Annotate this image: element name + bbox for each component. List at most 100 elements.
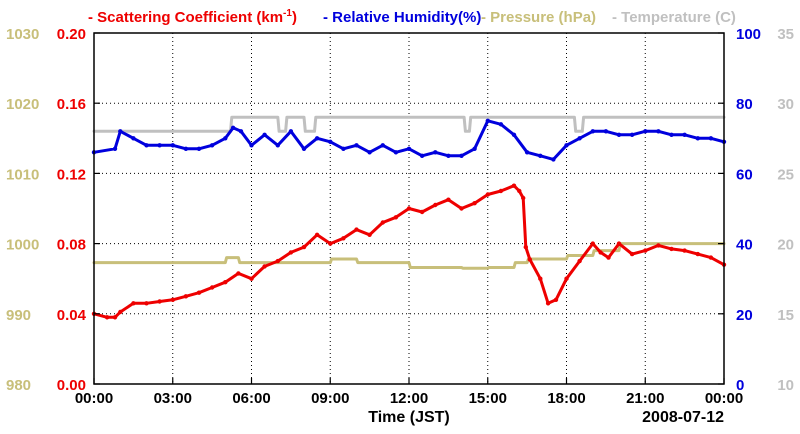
series-point-scattering [157, 299, 162, 304]
series-point-humidity [446, 153, 451, 158]
series-point-humidity [419, 153, 425, 158]
series-point-scattering [301, 244, 307, 250]
series-layer [91, 115, 727, 320]
series-point-humidity [354, 143, 359, 148]
pressure-axis-tick-label: 990 [6, 307, 31, 324]
series-point-humidity [196, 146, 202, 151]
scattering-axis-tick-label: 0.00 [57, 377, 86, 394]
series-point-humidity [590, 129, 595, 134]
temperature-axis-tick-label: 15 [777, 307, 794, 324]
series-point-humidity [230, 125, 236, 130]
series-line-temperature [92, 115, 726, 133]
series-point-scattering [419, 209, 425, 215]
x-axis-label: Time (JST) [368, 409, 450, 426]
series-point-humidity [131, 136, 136, 141]
series-point-scattering [616, 241, 622, 246]
humidity-axis-tick-label: 80 [736, 96, 753, 113]
series-point-scattering [459, 206, 464, 211]
x-tick-label: 00:00 [705, 390, 743, 407]
series-point-humidity [238, 129, 244, 134]
series-point-humidity [603, 129, 609, 134]
series-line-pressure [92, 242, 726, 270]
series-point-scattering [545, 301, 551, 306]
series-point-scattering [249, 276, 254, 281]
series-point-scattering [367, 232, 372, 237]
series-point-scattering [521, 195, 526, 201]
series-point-scattering [170, 297, 175, 302]
series-point-humidity [616, 132, 622, 137]
series-point-scattering [511, 183, 517, 188]
legend-humidity: - Relative Humidity(%) [323, 9, 481, 26]
temperature-axis-tick-label: 35 [777, 26, 794, 43]
series-point-scattering [708, 255, 714, 260]
series-point-humidity [380, 143, 385, 148]
series-point-scattering [118, 309, 123, 315]
series-point-scattering [104, 315, 110, 320]
series-point-scattering [523, 244, 528, 250]
temperature-axis-tick-label: 30 [777, 96, 794, 113]
legend: - Scattering Coefficient (km-1) - Relati… [88, 8, 736, 26]
series-point-scattering [643, 248, 648, 253]
series-point-scattering [485, 192, 490, 197]
x-tick-label: 18:00 [547, 390, 585, 407]
series-point-scattering [341, 236, 346, 241]
series-point-humidity [314, 136, 320, 141]
series-point-humidity [367, 150, 372, 155]
series-point-scattering [553, 297, 559, 302]
series-point-scattering [564, 276, 569, 281]
pressure-axis-tick-label: 1020 [6, 96, 39, 113]
series-point-humidity [629, 132, 635, 137]
pressure-axis-tick-label: 1010 [6, 166, 39, 183]
series-point-scattering [598, 250, 603, 255]
series-point-scattering [517, 188, 522, 194]
legend-temperature: - Temperature (C) [612, 9, 736, 26]
series-point-scattering [209, 285, 215, 290]
series-point-scattering [695, 251, 700, 257]
series-point-humidity [708, 136, 714, 141]
series-point-humidity [459, 153, 464, 158]
date-label: 2008-07-12 [642, 409, 724, 426]
series-point-humidity [564, 143, 569, 148]
series-point-scattering [629, 251, 635, 257]
pressure-axis-tick-label: 1030 [6, 26, 39, 43]
series-point-humidity [118, 129, 123, 134]
series-point-scattering [682, 248, 687, 253]
series-point-scattering [262, 264, 267, 269]
humidity-axis-tick-label: 100 [736, 26, 761, 43]
series-point-scattering [196, 290, 202, 295]
grid-lines [94, 33, 724, 384]
series-point-humidity [328, 139, 333, 144]
series-line-humidity [92, 119, 726, 161]
series-point-humidity [112, 146, 118, 151]
humidity-axis-tick-label: 0 [736, 377, 744, 394]
series-point-humidity [301, 146, 307, 151]
temperature-axis-tick-label: 25 [777, 166, 794, 183]
series-point-humidity [695, 136, 700, 141]
series-point-scattering [275, 258, 280, 264]
series-point-humidity [551, 157, 556, 162]
axes-layer: 00:00 03:00 06:00 09:00 12:00 15:00 18:00 21:00… [6, 26, 794, 407]
pressure-axis-tick-label: 980 [6, 377, 31, 394]
series-point-scattering [577, 258, 582, 264]
series-point-humidity [406, 146, 412, 151]
series-point-scattering [288, 250, 294, 255]
series-point-humidity [485, 118, 490, 124]
x-tick-label: 00:00 [75, 390, 113, 407]
series-point-humidity [157, 143, 162, 148]
x-tick-label: 21:00 [626, 390, 664, 407]
x-tick-label: 06:00 [232, 390, 270, 407]
series-point-scattering [223, 280, 228, 285]
series-point-humidity [498, 122, 504, 127]
scattering-axis-tick-label: 0.20 [57, 26, 86, 43]
humidity-axis-tick-label: 40 [736, 237, 753, 254]
series-point-scattering [314, 232, 320, 237]
pressure-axis-tick-label: 1000 [6, 237, 39, 254]
legend-pressure: - Pressure (hPa) [481, 9, 596, 26]
series-point-scattering [380, 220, 385, 225]
series-point-humidity [341, 146, 346, 151]
series-point-scattering [538, 276, 543, 281]
scattering-axis-tick-label: 0.04 [57, 307, 87, 324]
series-point-humidity [538, 153, 543, 158]
series-point-humidity [223, 136, 228, 141]
series-point-humidity [669, 132, 674, 137]
